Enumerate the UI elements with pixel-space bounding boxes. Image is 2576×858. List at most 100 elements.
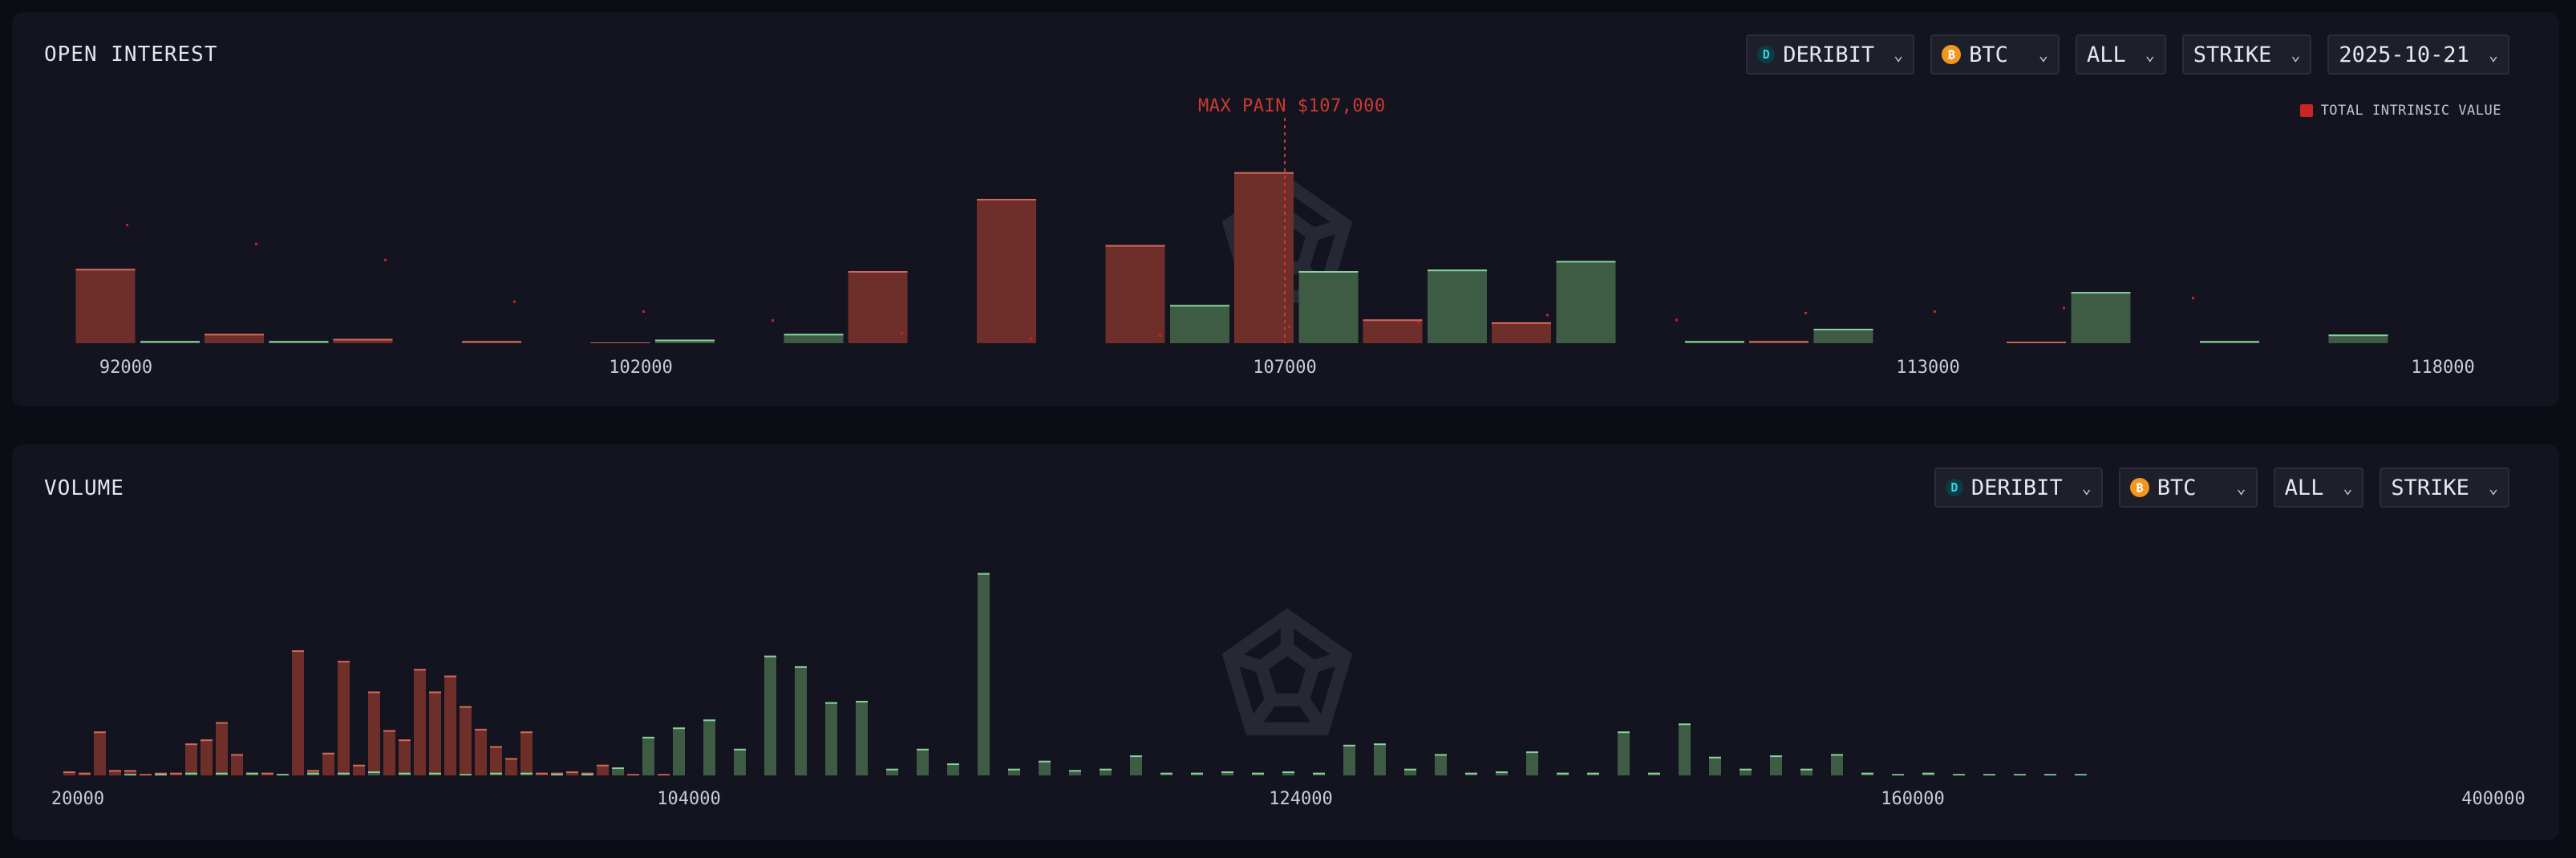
- call-bar-edge: [2075, 774, 2087, 775]
- put-bar: [1363, 319, 1423, 343]
- call-bar: [795, 666, 807, 775]
- x-tick-label: 20000: [51, 789, 105, 809]
- intrinsic-point: [513, 300, 516, 303]
- intrinsic-point: [1417, 321, 1420, 324]
- chevron-down-icon: ⌄: [1894, 45, 1904, 64]
- call-bar-edge: [399, 772, 411, 775]
- intrinsic-point: [1546, 314, 1549, 317]
- call-bar: [673, 727, 685, 775]
- put-bar: [505, 758, 517, 775]
- call-bar-edge: [734, 748, 746, 751]
- call-bar: [368, 771, 380, 775]
- filter-select[interactable]: ALL ⌄: [2075, 34, 2166, 75]
- call-bar-edge: [1740, 768, 1752, 771]
- put-bar-edge: [333, 338, 393, 341]
- put-bar: [94, 731, 106, 775]
- mode-select-value: STRIKE: [2391, 475, 2469, 500]
- put-bar-edge: [322, 752, 334, 755]
- put-bar-edge: [505, 758, 517, 760]
- call-bar-edge: [1404, 768, 1416, 771]
- call-bar-edge: [246, 772, 258, 775]
- call-bar-edge: [673, 727, 685, 730]
- chevron-down-icon: ⌄: [2038, 45, 2048, 64]
- call-bar-edge: [612, 767, 624, 770]
- call-bar-edge: [2014, 774, 2026, 775]
- intrinsic-point: [2063, 306, 2065, 310]
- chevron-down-icon: ⌄: [2343, 478, 2353, 497]
- put-bar-edge: [475, 728, 487, 731]
- call-bar-edge: [1709, 756, 1721, 759]
- chart-legend[interactable]: TOTAL INTRINSIC VALUE: [2299, 103, 2501, 119]
- call-bar-edge: [1465, 772, 1477, 775]
- call-bar-edge: [1831, 754, 1843, 756]
- call-bar: [1008, 768, 1020, 775]
- put-bar: [292, 650, 304, 775]
- call-bar-edge: [1679, 723, 1691, 726]
- x-tick-label: 160000: [1881, 789, 1945, 809]
- mode-select[interactable]: STRIKE ⌄: [2380, 467, 2509, 508]
- put-bar: [399, 739, 411, 775]
- call-bar-edge: [1496, 771, 1508, 774]
- put-bar-edge: [566, 771, 578, 774]
- exchange-select-value: DERIBIT: [1970, 475, 2063, 500]
- x-tick-label: 104000: [657, 789, 721, 809]
- call-bar-edge: [520, 772, 533, 775]
- put-bar-edge: [338, 661, 350, 663]
- intrinsic-point: [901, 332, 903, 335]
- put-bar-edge: [307, 770, 319, 772]
- put-bar: [597, 764, 609, 775]
- expiry-select[interactable]: 2025-10-21 ⌄: [2327, 34, 2509, 75]
- call-bar-edge: [886, 768, 898, 771]
- call-bar-edge: [460, 774, 472, 775]
- call-bar-edge: [1252, 772, 1264, 775]
- call-bar-edge: [1648, 772, 1660, 775]
- call-bar-edge: [1770, 755, 1782, 758]
- call-bar: [784, 334, 844, 343]
- call-bar-edge: [1221, 771, 1233, 774]
- asset-select-value: BTC: [1969, 42, 2008, 67]
- asset-select[interactable]: ₿ BTC ⌄: [2118, 467, 2258, 508]
- put-bar: [1234, 172, 1294, 343]
- call-bar-edge: [1526, 751, 1538, 754]
- volume-panel: VOLUME D DERIBIT ⌄ ₿ BTC ⌄ ALL ⌄ STRIKE …: [12, 444, 2559, 840]
- brand-watermark-logo: [1215, 605, 1359, 752]
- put-bar-edge: [75, 269, 136, 271]
- put-bar-edge: [1749, 341, 1808, 343]
- put-bar-edge: [977, 199, 1036, 200]
- put-bar-edge: [551, 772, 563, 775]
- call-bar: [1496, 771, 1508, 775]
- legend-label: TOTAL INTRINSIC VALUE: [2320, 103, 2501, 119]
- mode-select[interactable]: STRIKE ⌄: [2181, 34, 2312, 75]
- call-bar: [1526, 751, 1538, 775]
- chevron-down-icon: ⌄: [2488, 478, 2498, 497]
- x-tick-label: 118000: [2411, 358, 2475, 378]
- call-bar-edge: [917, 748, 929, 751]
- call-bar-edge: [1587, 772, 1599, 775]
- mode-select-value: STRIKE: [2193, 42, 2272, 67]
- x-tick-label: 107000: [1253, 358, 1317, 378]
- put-bar-edge: [185, 743, 197, 746]
- panel-title: VOLUME: [44, 476, 124, 500]
- call-bar-edge: [216, 772, 228, 775]
- call-bar-edge: [155, 774, 167, 775]
- put-bar: [231, 754, 243, 775]
- exchange-select[interactable]: D DERIBIT ⌄: [1746, 34, 1915, 75]
- filter-select[interactable]: ALL ⌄: [2273, 467, 2364, 508]
- exchange-select-value: DERIBIT: [1783, 42, 1875, 67]
- call-bar-edge: [1618, 731, 1630, 734]
- call-bar-edge: [1428, 269, 1487, 272]
- call-bar: [1770, 755, 1782, 775]
- call-bar-edge: [1170, 305, 1229, 307]
- call-bar: [1813, 329, 1873, 343]
- intrinsic-point: [772, 319, 774, 322]
- put-bar-edge: [1234, 172, 1294, 174]
- call-bar: [1343, 744, 1355, 775]
- put-bar-edge: [368, 691, 380, 694]
- call-bar-edge: [490, 772, 502, 775]
- asset-select[interactable]: ₿ BTC ⌄: [1930, 34, 2060, 75]
- call-bar-edge: [2071, 292, 2131, 294]
- call-bar-edge: [2200, 341, 2259, 343]
- exchange-select[interactable]: D DERIBIT ⌄: [1934, 467, 2103, 508]
- intrinsic-point: [126, 224, 128, 227]
- put-bar: [75, 269, 136, 343]
